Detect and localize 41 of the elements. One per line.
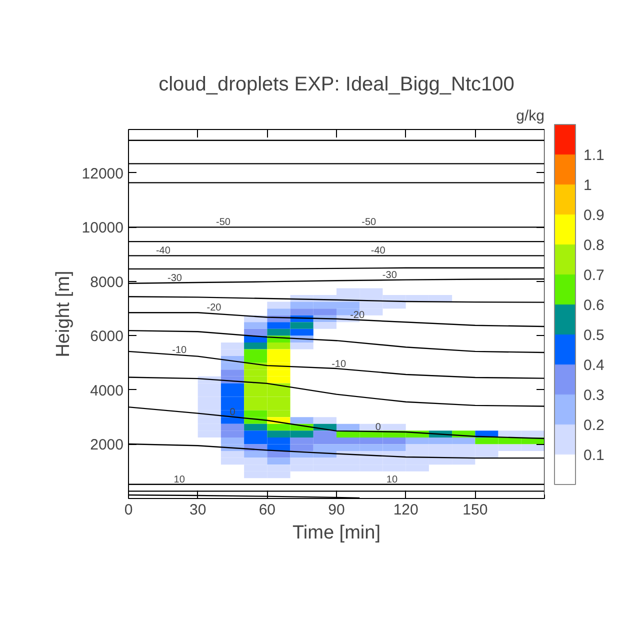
x-tick-label: 90 — [328, 502, 345, 518]
annotation: -50 — [216, 217, 231, 228]
annotation: -10 — [172, 344, 188, 356]
x-axis-title: Time [min] — [292, 522, 380, 544]
color-bar-label: 0.7 — [584, 267, 604, 284]
color-bar-label: 1.1 — [584, 147, 604, 164]
y-tick-label: 10000 — [82, 220, 124, 237]
x-tick-label: 60 — [258, 502, 276, 518]
y-tick-label: 8000 — [90, 274, 124, 291]
x-tick-label: 120 — [393, 502, 418, 518]
annotation: -40 — [370, 246, 386, 257]
y-tick-label: 4000 — [90, 382, 124, 400]
color-bar-label: 0.4 — [584, 357, 604, 374]
color-bar-label: 0.9 — [584, 207, 604, 224]
y-tick-label: 2000 — [90, 436, 124, 454]
color-bar-label: 0.2 — [584, 417, 604, 434]
annotation: -10 — [332, 358, 346, 370]
color-bar-label: 0.5 — [584, 327, 604, 344]
annotation: 10 — [386, 474, 398, 486]
x-tick-label: 0 — [124, 502, 133, 518]
color-bar-label: 1 — [584, 177, 592, 194]
chart-title: cloud_droplets EXP: Ideal_Bigg_Ntc100 — [158, 74, 514, 96]
color-bar-label: 0.8 — [584, 237, 604, 254]
annotation: -40 — [156, 246, 171, 257]
annotation: -30 — [382, 270, 398, 282]
annotation: 0 — [230, 406, 236, 418]
x-tick-label: 30 — [189, 502, 206, 518]
annotation: -50 — [362, 217, 377, 228]
annotation: -20 — [206, 302, 222, 314]
color-bar-label: 0.1 — [584, 447, 604, 464]
color-bar-label: 0.3 — [584, 387, 604, 404]
y-tick-label: 6000 — [90, 328, 124, 346]
color-bar-title: g/kg — [516, 108, 545, 124]
y-tick-label: 12000 — [82, 165, 124, 182]
x-tick-label: 150 — [462, 502, 488, 518]
annotation: -30 — [167, 272, 182, 284]
annotation: 0 — [375, 422, 382, 433]
annotation: -20 — [350, 310, 365, 321]
y-axis-title: Height [m] — [52, 270, 74, 358]
annotation: 10 — [174, 474, 186, 486]
color-bar-label: 0.6 — [584, 297, 604, 314]
